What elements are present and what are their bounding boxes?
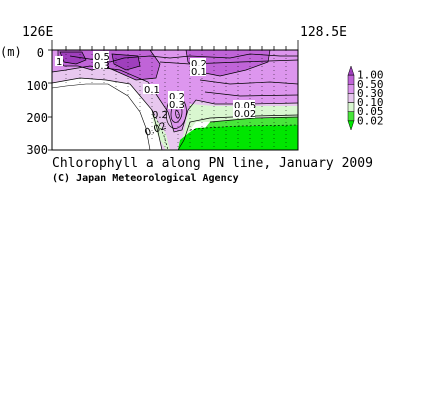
legend-swatch-2 [347,84,355,94]
contour-label-0.05: 0.05 [234,101,256,112]
plot-frame [51,49,299,151]
contour-label-0.3-mid: 0.3 [169,100,185,111]
contour-label-0.5: 0.5 [94,52,110,63]
legend-swatch-0 [347,65,355,76]
contour-line-15 [151,109,169,151]
contour-label-0.2-lower: 0.2 [152,110,168,121]
contour-line-16 [189,124,299,131]
legend-swatch-6 [347,120,355,131]
contour-label-0.2-mid: 0.2 [169,92,185,103]
contour-label-group: 1 0.5 0.3 0.2 0.1 0.1 0.2 0.3 0.2 0.05 0… [55,51,256,139]
legend-level-label-3: 0.10 [357,96,384,109]
contour-line-7 [177,114,299,151]
chart-title: Chlorophyll a along PN line, January 200… [52,156,373,171]
contour-label-0.1-upper: 0.1 [191,67,207,78]
contour-line-14 [204,91,299,97]
contour-label-0.02-right: 0.02 [234,109,256,120]
y-tick-label-0: 0 [37,46,44,60]
legend-level-label-1: 0.50 [357,78,384,91]
y-tick-label-100: 100 [26,79,48,93]
contour-line-1 [59,51,87,65]
tick-marks [48,40,299,151]
credit-text: (C) Japan Meteorological Agency [52,172,239,184]
contour-line-12 [159,59,299,65]
legend-swatch-5 [347,111,355,122]
plot-area: 1 0.5 0.3 0.2 0.1 0.1 0.2 0.3 0.2 0.05 0… [51,49,299,151]
contour-label-0.1-mid: 0.1 [144,85,160,96]
legend-swatch-4 [347,102,355,112]
legend-colorbar: 1.000.500.300.100.050.02 [347,65,384,131]
contour-line-4 [185,49,271,77]
contour-label-1.0: 1 [56,57,62,68]
legend-swatch-1 [347,74,355,85]
contour-line-2 [111,53,141,71]
y-axis-unit: (m) [0,45,22,59]
region-above-1.00 [60,52,86,64]
legend-level-label-4: 0.05 [357,105,384,118]
region-above-1.00-b [112,54,140,70]
region-below-0.02 [178,125,298,150]
legend-level-label-0: 1.00 [357,69,384,82]
legend-swatch-3 [347,93,355,103]
x-tick-label-end: 128.5E [300,25,347,40]
x-tick-label-start: 126E [22,25,53,40]
contour-label-0.2-upper: 0.2 [191,59,207,70]
y-tick-label-200: 200 [26,111,48,125]
contour-label-0.3: 0.3 [94,61,110,72]
legend-level-label-5: 0.02 [357,114,384,127]
y-tick-label-300: 300 [26,143,48,157]
legend-level-label-2: 0.30 [357,87,384,100]
